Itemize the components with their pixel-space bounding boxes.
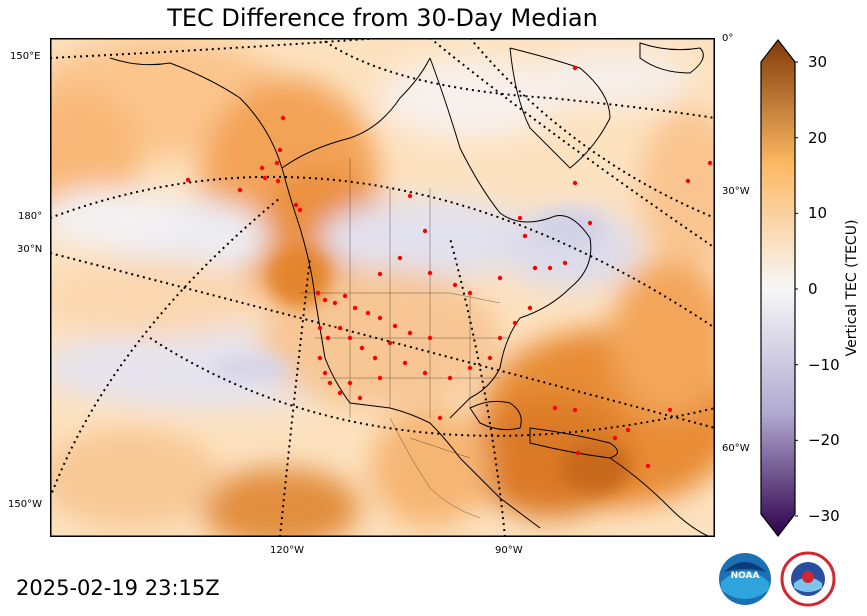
chart-title: TEC Difference from 30-Day Median (167, 4, 598, 32)
borders (300, 158, 510, 519)
agency-logos: NOAA (719, 551, 836, 607)
graticule (50, 38, 715, 537)
colorbar-tick-label: 0 (808, 280, 818, 298)
label-120w: 120°W (270, 545, 304, 556)
noaa-logo-text: NOAA (731, 571, 760, 581)
colorbar-tick-label: 30 (808, 53, 828, 71)
label-60w: 60°W (722, 443, 750, 454)
station-markers (185, 65, 713, 469)
colorbar-tick-label: −20 (808, 431, 840, 450)
colorbar-tick-label: 10 (808, 204, 828, 223)
colorbar-tick-label: −30 (808, 507, 840, 525)
nws-logo (780, 551, 836, 607)
tec-map (50, 38, 715, 537)
label-30w: 30°W (722, 186, 750, 197)
timestamp: 2025-02-19 23:15Z (16, 576, 220, 600)
colorbar-tick-label: −10 (808, 355, 840, 374)
colorbar-tick-label: 20 (808, 128, 828, 147)
colorbar (760, 39, 798, 537)
colorbar-label: Vertical TEC (TECU) (844, 219, 860, 357)
noaa-logo: NOAA (719, 553, 771, 605)
label-90w: 90°W (495, 545, 523, 556)
label-30n: 30°N (17, 244, 43, 255)
label-180: 180° (18, 211, 43, 222)
coastlines (109, 42, 711, 537)
label-0: 0° (722, 33, 734, 44)
label-150e: 150°E (10, 51, 41, 62)
label-150w: 150°W (8, 499, 42, 510)
